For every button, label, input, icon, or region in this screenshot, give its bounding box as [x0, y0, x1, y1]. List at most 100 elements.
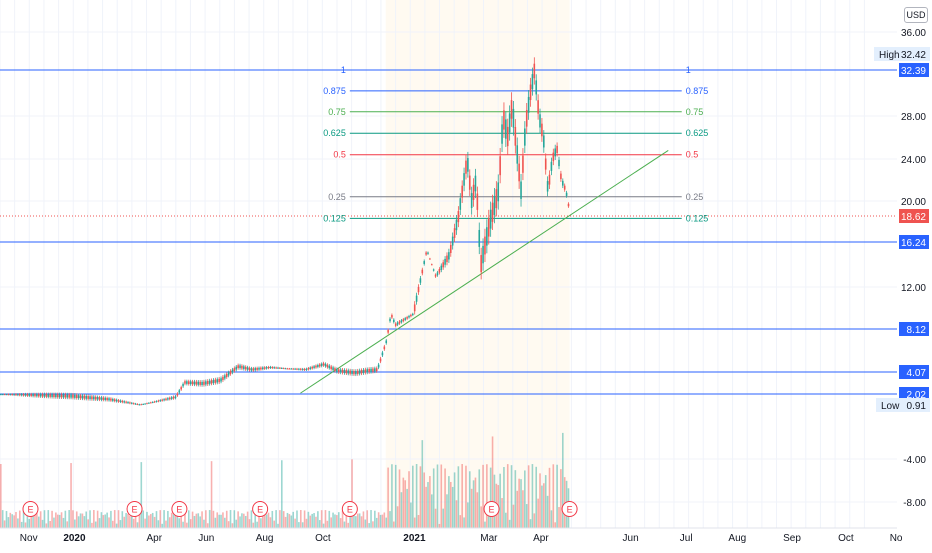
fib-label-right: 0.125: [686, 213, 709, 223]
volume-bar: [32, 515, 34, 528]
currency-badge[interactable]: USD: [904, 7, 928, 23]
candle-body: [489, 209, 492, 229]
volume-bar: [170, 512, 173, 528]
volume-bar: [153, 516, 156, 528]
candle-body: [491, 202, 494, 222]
candle-body: [250, 368, 253, 371]
candle-body: [356, 370, 359, 374]
volume-bar: [39, 511, 42, 528]
time-tick-label: No: [890, 533, 903, 544]
volume-bar: [451, 486, 454, 528]
volume-bar: [30, 511, 32, 528]
candle-body: [74, 394, 76, 398]
volume-bar: [123, 516, 126, 528]
volume-bar: [298, 522, 300, 528]
candle-body: [525, 110, 528, 127]
candle-body: [467, 158, 469, 172]
candle-body: [341, 369, 344, 373]
last-price-tag-bg: [899, 209, 929, 223]
volume-bar: [358, 513, 361, 528]
volume-bar: [243, 513, 245, 528]
candle-body: [393, 319, 395, 323]
candle-body: [83, 395, 86, 399]
volume-bar: [419, 466, 422, 528]
earnings-label: E: [347, 505, 353, 515]
candle-body: [182, 383, 184, 387]
volume-bar: [345, 510, 348, 528]
candle-body: [343, 369, 346, 374]
volume-bar: [220, 514, 222, 528]
candle-body: [28, 394, 31, 396]
price-tick-label: 12.00: [901, 283, 926, 294]
candle-body: [429, 258, 431, 260]
volume-bar: [366, 510, 369, 528]
candle-body: [201, 381, 203, 385]
candle-body: [117, 400, 120, 402]
candle-body: [36, 394, 38, 397]
volume-bar: [262, 512, 264, 528]
candle-body: [453, 228, 456, 238]
volume-bar: [214, 517, 217, 528]
volume-bar: [224, 517, 226, 528]
candle-body: [330, 366, 332, 370]
volume-bar: [157, 520, 160, 528]
volume-bar: [370, 510, 372, 528]
candle-body: [113, 399, 116, 402]
volume-bar: [98, 518, 101, 528]
earnings-label: E: [567, 505, 573, 515]
volume-bar: [404, 480, 407, 528]
candle-body: [480, 255, 482, 273]
candle-body: [516, 145, 519, 164]
candle-body: [505, 119, 507, 139]
time-tick-label: Jul: [680, 533, 693, 544]
candle-body: [377, 364, 380, 368]
volume-bar: [362, 511, 365, 528]
candle-body: [468, 175, 471, 190]
candle-body: [286, 368, 289, 370]
volume-bar: [263, 515, 266, 528]
volume-bar: [117, 510, 120, 528]
candle-body: [501, 124, 503, 144]
volume-bar: [225, 510, 228, 528]
volume-bar: [455, 500, 458, 528]
volume-bar: [305, 518, 308, 528]
volume-bar: [522, 490, 524, 528]
fib-label-left: 0.625: [323, 128, 346, 138]
volume-bar: [89, 510, 91, 528]
candle-body: [277, 367, 279, 369]
volume-bar: [421, 440, 424, 528]
candle-body: [246, 367, 249, 370]
candle-body: [75, 395, 78, 399]
fib-label-left: 0.125: [323, 213, 346, 223]
volume-bar: [106, 512, 108, 528]
volume-bar: [267, 512, 270, 528]
volume-bar: [531, 464, 534, 528]
volume-bar: [108, 517, 110, 528]
low-tag-value: 0.91: [907, 401, 927, 412]
candle-body: [339, 369, 342, 373]
volume-bar: [172, 514, 175, 528]
volume-bar: [541, 485, 543, 528]
candle-body: [430, 264, 433, 266]
candle-body: [366, 369, 369, 373]
volume-bar: [43, 510, 46, 528]
volume-bar: [125, 513, 127, 528]
candle-body: [1, 394, 4, 396]
candle-body: [510, 100, 513, 119]
volume-bar: [138, 510, 141, 528]
candle-body: [556, 145, 558, 154]
volume-bar: [303, 510, 306, 528]
candle-body: [60, 394, 63, 398]
candle-body: [282, 368, 285, 370]
volume-bar: [193, 515, 196, 528]
volume-bar: [353, 511, 355, 528]
candle-body: [131, 402, 133, 404]
candle-body: [216, 379, 219, 383]
volume-bar: [79, 513, 82, 528]
volume-bar: [248, 519, 251, 528]
candle-body: [539, 114, 541, 128]
candle-body: [461, 185, 463, 198]
